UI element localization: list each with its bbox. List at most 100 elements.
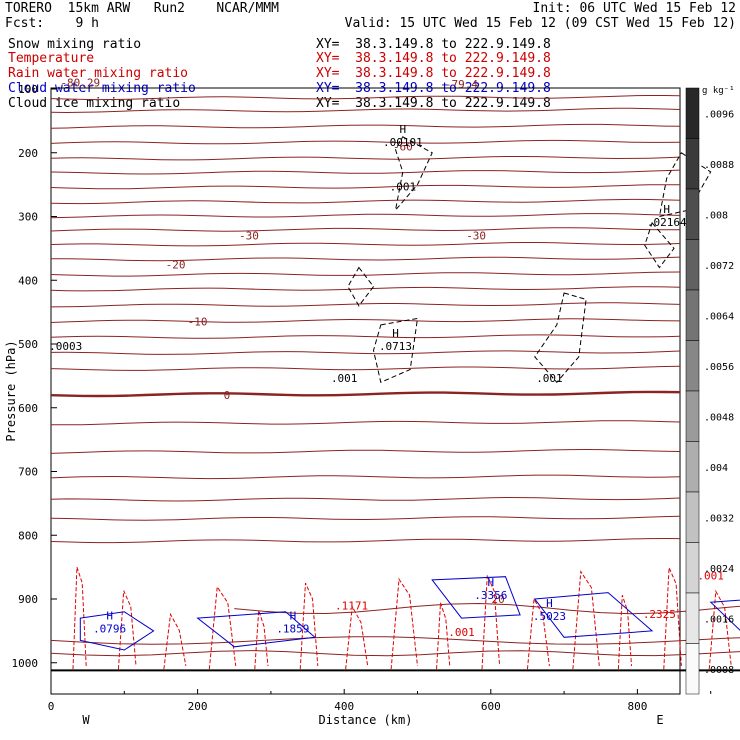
cloud-water-maximum-value: .0796 — [93, 623, 126, 636]
isotherm-line — [50, 286, 681, 292]
cloud-water-maximum-value: .1859 — [276, 623, 309, 636]
snow-maximum-value: .00101 — [383, 136, 423, 149]
cloud-water-contour — [431, 576, 521, 619]
field-label-rain: Rain water mixing ratio — [8, 66, 189, 81]
rain-contour — [345, 605, 369, 670]
isotherm-line — [50, 636, 740, 645]
isotherm-line — [50, 227, 681, 232]
y-tick-label: 600 — [18, 402, 38, 415]
isotherm-label: -20 — [166, 258, 186, 271]
colorbar-segment — [685, 188, 700, 240]
cloud-water-contour — [196, 611, 317, 648]
isotherm-line — [50, 650, 740, 657]
y-tick-label: 100 — [18, 83, 38, 96]
isotherm-label: -79.4 — [445, 78, 478, 91]
rain-contour — [708, 589, 732, 670]
isotherm-line — [234, 602, 740, 615]
isotherm-line — [50, 515, 681, 521]
cloud-water-contour — [709, 599, 740, 631]
isotherm-line — [50, 496, 681, 502]
colorbar-segment — [685, 643, 700, 695]
cloud-water-maximum-value: .5023 — [533, 610, 566, 623]
colorbar-segment — [685, 87, 700, 139]
cloud-ice-contour — [658, 152, 712, 218]
isotherm-label: -10 — [188, 316, 208, 329]
cloud-water-maximum-marker: H — [290, 610, 297, 623]
isotherm-line — [50, 448, 681, 454]
isotherm-line — [50, 123, 681, 129]
isotherm-line — [50, 107, 681, 114]
rain-maximum-value: .2325 — [643, 608, 676, 621]
colorbar-segment — [685, 441, 700, 493]
colorbar-segment — [685, 138, 700, 190]
colorbar-segment — [685, 491, 700, 543]
isotherm-label: -60 — [393, 140, 413, 153]
isotherm-line — [50, 390, 681, 398]
model-title: TORERO 15km ARW Run2 NCAR/MMM — [5, 1, 279, 16]
x-axis-title: Distance (km) — [319, 713, 413, 727]
isotherm-line — [50, 474, 681, 480]
colorbar-tick-label: .0032 — [704, 513, 734, 524]
cloud-water-contour — [79, 611, 155, 651]
field-label-temperature: Temperature — [8, 51, 95, 66]
isotherm-label: 0 — [224, 389, 231, 402]
init-time: Init: 06 UTC Wed 15 Feb 12 — [532, 1, 737, 16]
y-tick-label: 700 — [18, 466, 38, 479]
y-tick-label: 900 — [18, 593, 38, 606]
snow-maximum-value: .0003 — [49, 340, 82, 353]
rain-contour — [208, 585, 237, 670]
y-tick-label: 300 — [18, 211, 38, 224]
rain-contour — [663, 567, 682, 670]
colorbar-tick-label: .0088 — [704, 160, 734, 171]
colorbar-tick-label: .008 — [704, 210, 728, 221]
rain-contour — [390, 577, 418, 670]
isotherm-line — [50, 95, 681, 101]
rain-contour — [72, 566, 87, 670]
colorbar-segment — [685, 289, 700, 341]
colorbar-tick-label: .0016 — [704, 614, 734, 625]
field-xy-snow: XY= 38.3.149.8 to 222.9.149.8 — [316, 37, 551, 52]
colorbar-segment — [685, 239, 700, 291]
isotherm-line — [50, 302, 681, 308]
field-label-cloud-water: Cloud water mixing ratio — [8, 81, 196, 96]
colorbar-tick-label: .0072 — [704, 261, 734, 272]
isotherm-label: -80.29 — [60, 77, 100, 90]
colorbar-tick-label: .0024 — [704, 564, 734, 575]
colorbar-tick-label: .0008 — [704, 665, 734, 676]
y-tick-label: 800 — [18, 529, 38, 542]
isotherm-label: -30 — [239, 230, 259, 243]
contour-label: .001 — [331, 372, 358, 385]
cloud-water-maximum-marker: H — [546, 597, 553, 610]
x-tick-label: 200 — [188, 700, 208, 713]
field-xy-temperature: XY= 38.3.149.8 to 222.9.149.8 — [316, 51, 551, 66]
y-tick-label: 400 — [18, 274, 38, 287]
field-label-snow: Snow mixing ratio — [8, 37, 142, 52]
cloud-ice-contour — [534, 292, 587, 384]
rain-contour — [436, 602, 451, 670]
rain-contour — [299, 582, 319, 670]
y-tick-label: 1000 — [12, 657, 39, 670]
isotherm-line — [50, 318, 681, 323]
isotherm-line — [50, 242, 681, 247]
x-tick-label: 600 — [481, 700, 501, 713]
isotherm-line — [51, 420, 681, 426]
west-label: W — [82, 713, 90, 727]
colorbar-tick-label: .0048 — [704, 412, 734, 423]
isotherm-line — [50, 365, 681, 371]
rain-contour — [254, 610, 269, 670]
snow-maximum-value: .02164 — [647, 216, 687, 229]
colorbar-segment — [685, 340, 700, 392]
contour-label: .001 — [448, 626, 475, 639]
colorbar-segment — [685, 542, 700, 594]
isotherm-line — [51, 256, 681, 262]
rain-contour — [617, 595, 633, 670]
colorbar-segment — [685, 390, 700, 442]
field-xy-rain: XY= 38.3.149.8 to 222.9.149.8 — [316, 66, 551, 81]
cloud-water-maximum-value: .3356 — [474, 589, 507, 602]
cloud-ice-contour — [644, 221, 675, 269]
cloud-ice-contour — [372, 317, 419, 383]
y-tick-label: 500 — [18, 338, 38, 351]
x-tick-label: 400 — [334, 700, 354, 713]
snow-maximum-marker: H — [663, 203, 670, 216]
